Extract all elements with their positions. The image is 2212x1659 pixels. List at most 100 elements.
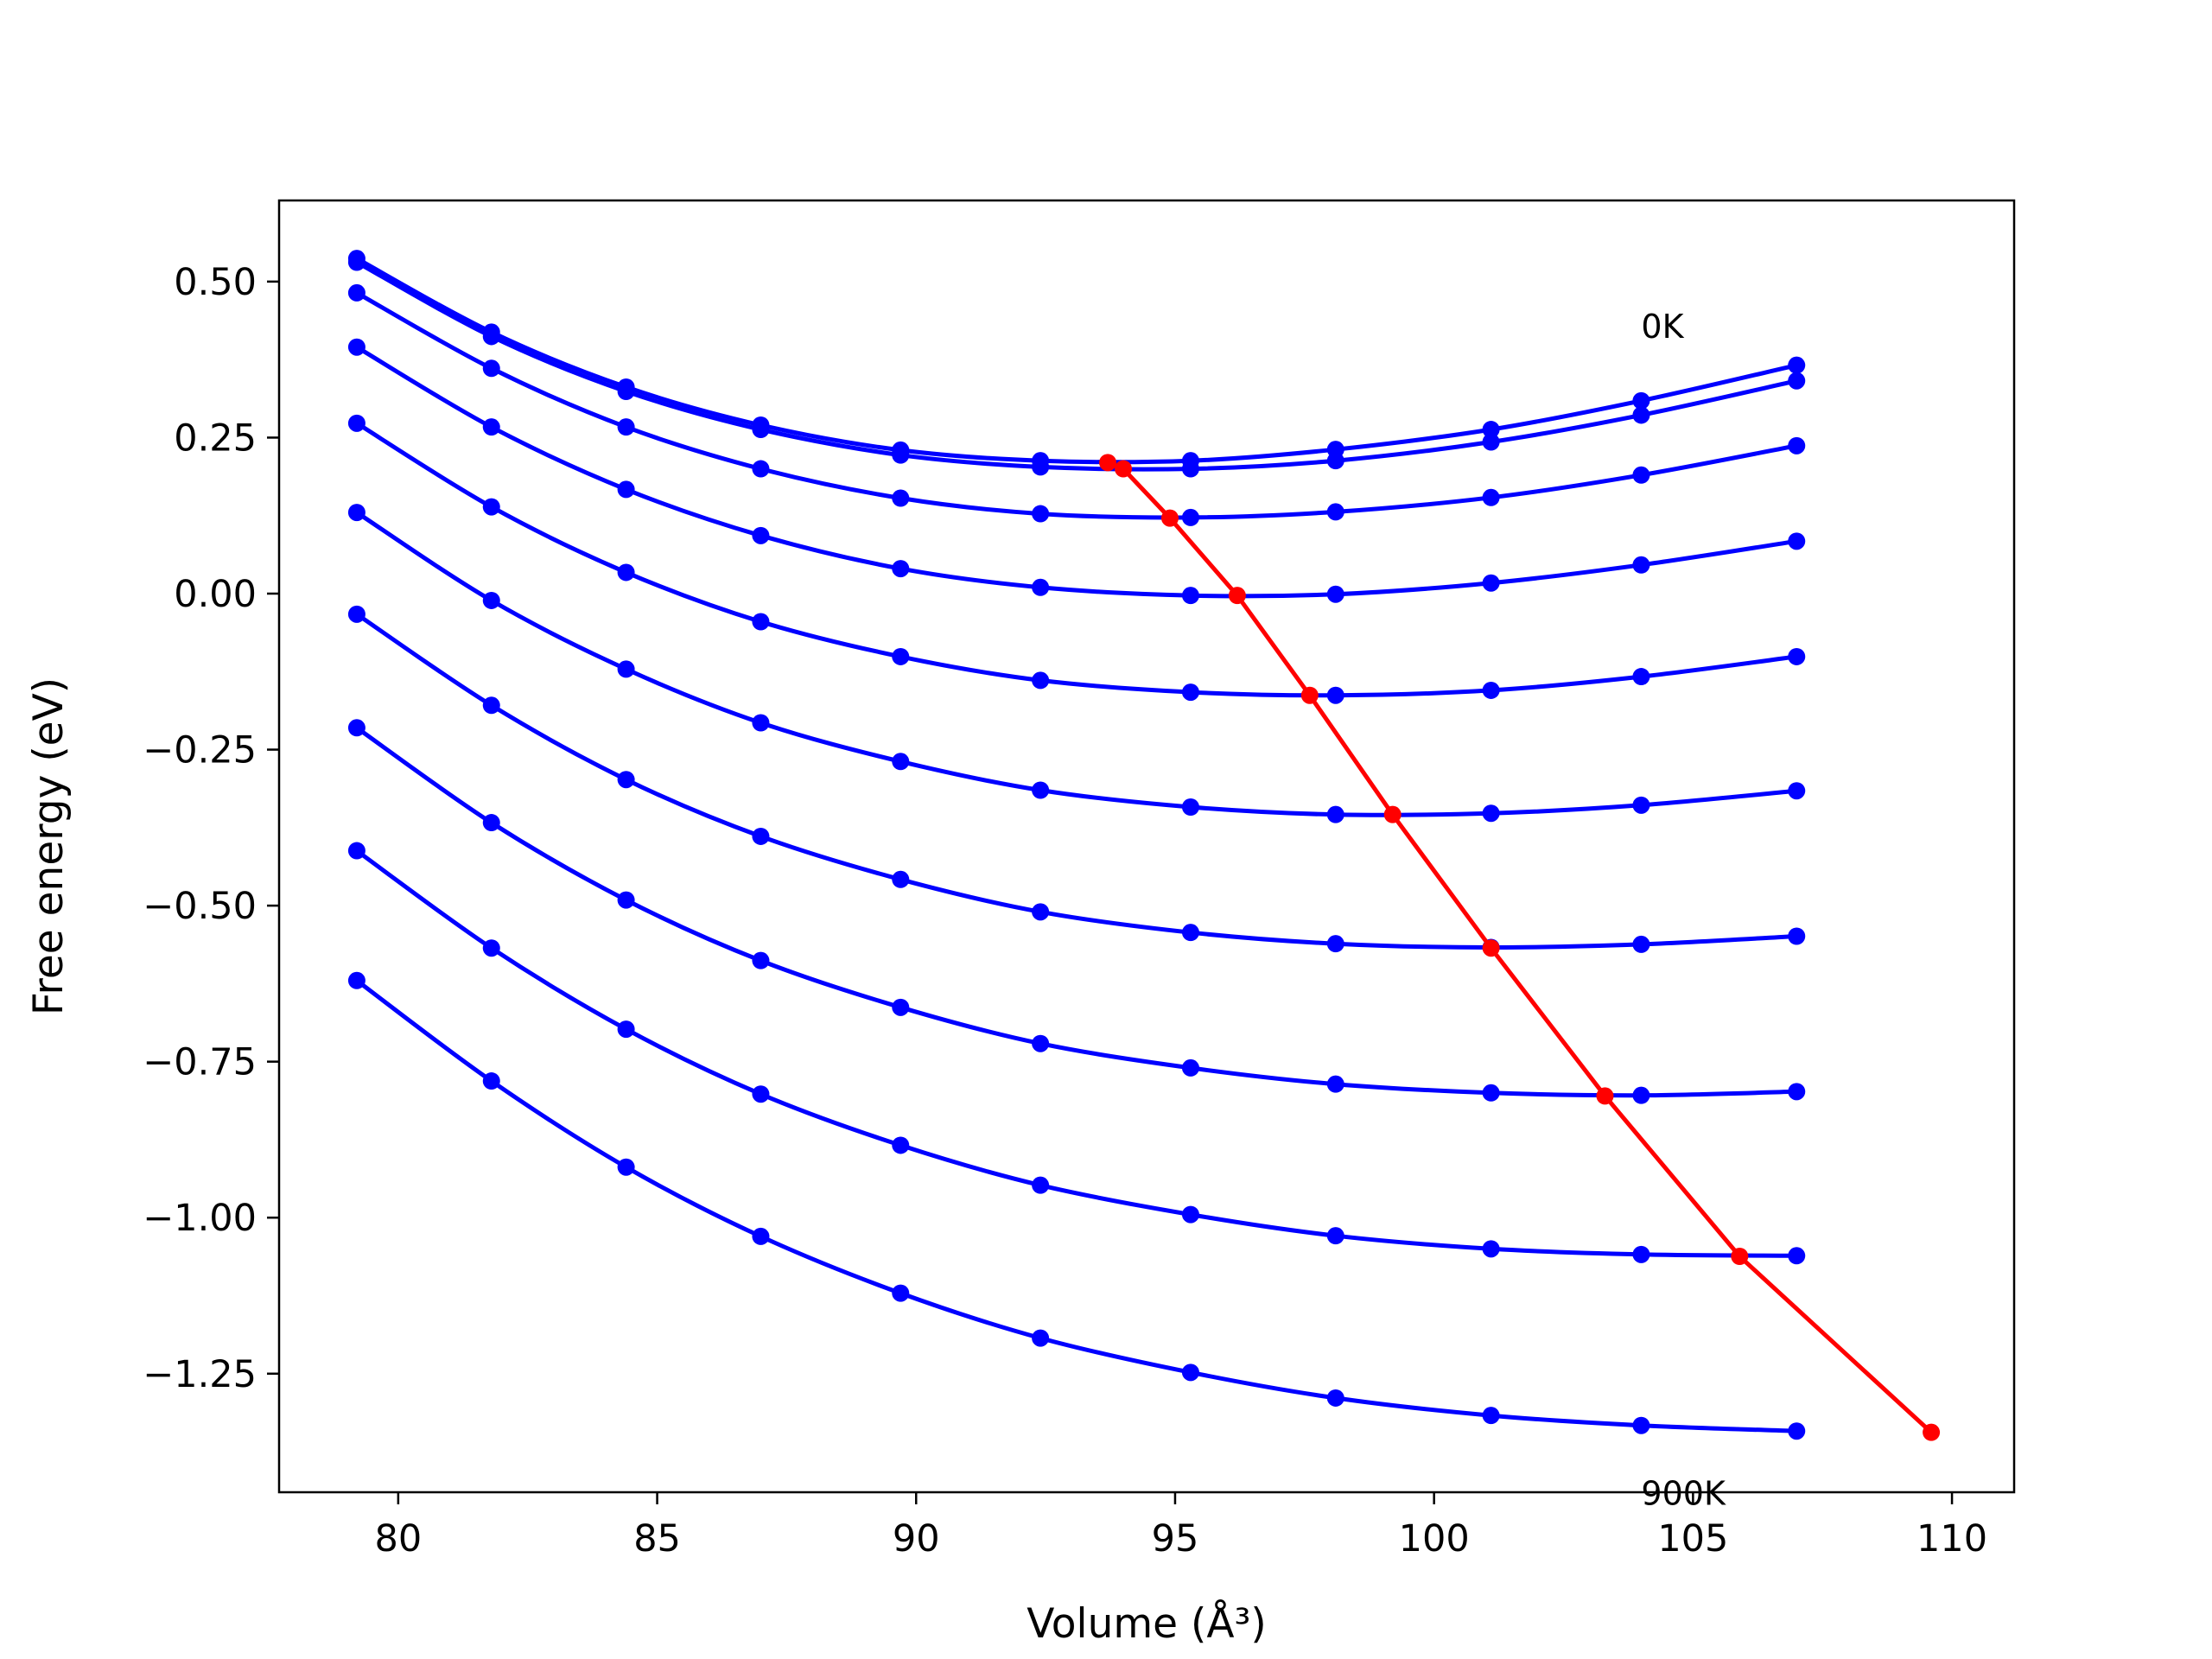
series-point <box>1788 532 1806 550</box>
series-point <box>1326 686 1344 704</box>
series-point <box>617 891 635 909</box>
series-point <box>1326 1227 1344 1245</box>
series-point <box>752 526 770 544</box>
series-point <box>892 489 910 507</box>
series-point <box>1326 585 1344 603</box>
x-tick-label: 80 <box>375 1517 423 1560</box>
series-point <box>1032 458 1050 476</box>
series-point <box>482 1072 500 1090</box>
series-point <box>1632 796 1650 814</box>
series-point <box>752 613 770 631</box>
x-tick-label: 90 <box>893 1517 940 1560</box>
series-7 <box>347 719 1806 1104</box>
series-point <box>482 939 500 957</box>
series-point <box>1788 782 1806 800</box>
series-point <box>1788 927 1806 945</box>
series-point <box>1032 1034 1050 1052</box>
series-point <box>482 359 500 378</box>
series-point <box>617 1158 635 1176</box>
series-point <box>752 951 770 969</box>
y-axis-ticks: 0.50 0.25 0.00 −0.25 −0.50 −0.75 −1.00 −1.25 <box>143 261 279 1396</box>
series-point <box>1482 433 1500 451</box>
series-point <box>892 446 910 464</box>
series-point <box>482 591 500 609</box>
series-point <box>1788 1083 1806 1101</box>
series-point <box>1032 578 1050 596</box>
series-point <box>1632 1245 1650 1263</box>
series-point <box>347 504 365 522</box>
series-point <box>1181 798 1199 816</box>
series-point <box>1482 1084 1500 1102</box>
minimum-point <box>1228 587 1246 605</box>
series-point <box>1482 488 1500 506</box>
x-tick-label: 105 <box>1657 1517 1728 1560</box>
series-point <box>1788 1247 1806 1265</box>
minimum-point <box>1923 1423 1941 1441</box>
series-point <box>1482 804 1500 823</box>
x-axis-ticks: 80 85 90 95 100 105 110 <box>375 1492 1987 1560</box>
x-tick-label: 85 <box>633 1517 681 1560</box>
series-point <box>1326 1389 1344 1407</box>
minimum-point <box>1160 509 1179 527</box>
series-point <box>1181 508 1199 526</box>
series-point <box>482 498 500 516</box>
minimum-point <box>1300 686 1319 704</box>
series-point <box>1181 683 1199 702</box>
minimum-point <box>1596 1087 1614 1105</box>
y-tick-label: 0.00 <box>174 573 257 616</box>
series-point <box>347 842 365 860</box>
series-point <box>1181 460 1199 478</box>
series-point <box>1788 1422 1806 1440</box>
x-tick-label: 95 <box>1152 1517 1199 1560</box>
series-point <box>1788 647 1806 665</box>
series-point <box>1032 903 1050 921</box>
series-point <box>617 418 635 436</box>
series-point <box>1326 1075 1344 1093</box>
series-point <box>1032 671 1050 690</box>
series-point <box>347 253 365 271</box>
minimum-point <box>1099 454 1117 472</box>
series-point <box>347 283 365 302</box>
series-point <box>1032 505 1050 523</box>
minimum-point <box>1482 939 1500 957</box>
series-point <box>1482 1407 1500 1425</box>
series-point <box>1032 781 1050 799</box>
series-point <box>1326 503 1344 521</box>
series-point <box>617 383 635 400</box>
minimum-line <box>1107 460 1933 1434</box>
series-point <box>482 418 500 436</box>
series-point <box>347 338 365 356</box>
x-tick-label: 100 <box>1399 1517 1470 1560</box>
series-point <box>752 421 770 439</box>
series-point <box>1482 574 1500 592</box>
series-point <box>617 1020 635 1039</box>
y-axis-label: Free energy (eV) <box>25 677 73 1015</box>
series-point <box>892 560 910 578</box>
series-point <box>752 1227 770 1245</box>
series-point <box>617 563 635 582</box>
y-tick-label: 0.50 <box>174 261 257 304</box>
series-point <box>347 719 365 737</box>
series-2 <box>347 283 1806 526</box>
series-point <box>1788 372 1806 390</box>
series-point <box>1181 924 1199 942</box>
minimum-point <box>1731 1248 1749 1265</box>
series-point <box>1632 935 1650 953</box>
series-point <box>347 971 365 989</box>
series-point <box>1181 1058 1199 1077</box>
series-point <box>752 460 770 478</box>
minimum-point <box>1115 460 1133 478</box>
series-point <box>752 1085 770 1103</box>
minimum-energy-curve <box>1099 454 1941 1441</box>
series-point <box>347 414 365 432</box>
series-point <box>892 647 910 665</box>
series-point <box>1181 1363 1199 1382</box>
series-point <box>1632 668 1650 686</box>
x-axis-label: Volume (Å³) <box>1027 1600 1266 1648</box>
series-point <box>482 814 500 832</box>
series-4 <box>347 414 1806 704</box>
y-tick-label: −0.75 <box>143 1041 257 1084</box>
series-point <box>1326 935 1344 953</box>
